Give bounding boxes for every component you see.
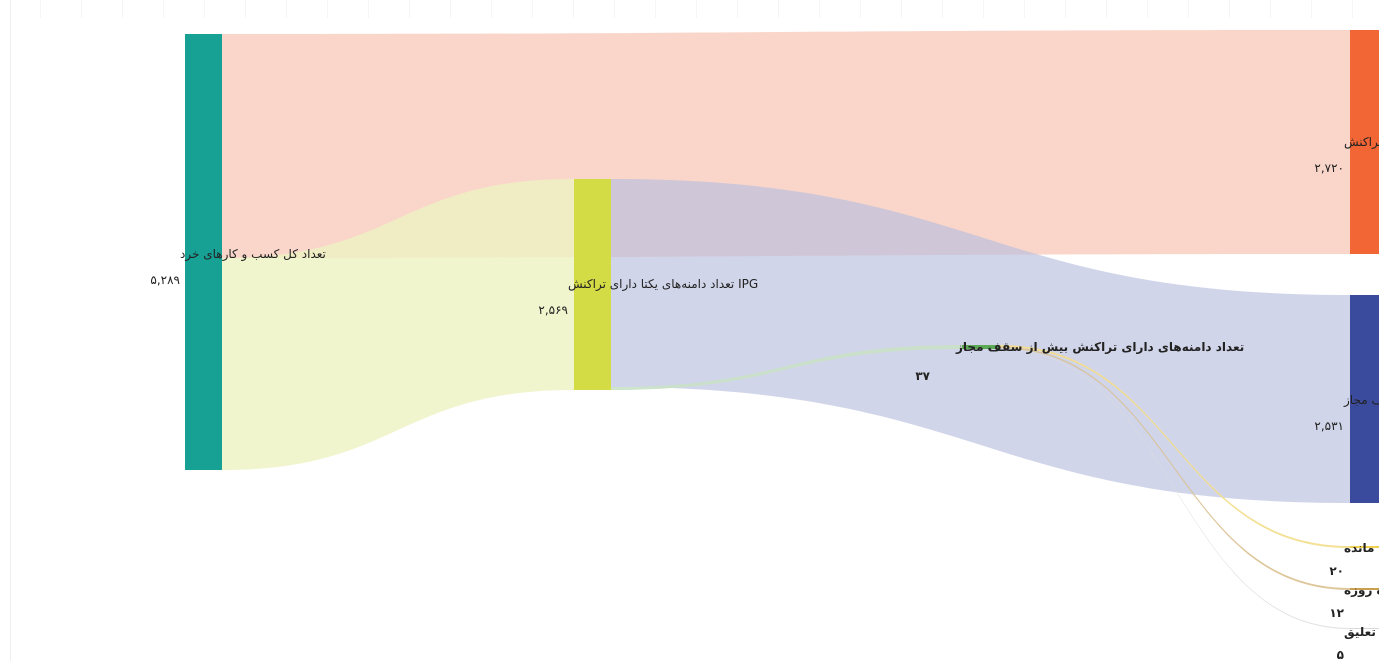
- node-label-over_limit: تعداد دامنه‌های دارای تراکنش بیش از سقف …: [955, 340, 1244, 354]
- node-label-before: دامنه‌های تبدیل شده به اینماد ستاره دار …: [1344, 583, 1379, 598]
- node-label-total: تعداد کل کسب و کارهای خرد: [180, 247, 326, 262]
- link-ipg_with-to-under_limit: [611, 179, 1350, 503]
- node-under_limit: [1350, 295, 1379, 503]
- node-label-ipg_without: IPG تعداد دامنه‌های یکتا بدون تراکنش: [1344, 135, 1379, 150]
- node-value-total: ۵,۲۸۹: [150, 273, 180, 287]
- left-border: [10, 0, 11, 661]
- node-ipg_without: [1350, 30, 1379, 254]
- node-label-after: دامنه‌های تبدیل شده به اینماد ستاره دار …: [1344, 625, 1379, 639]
- link-over_limit-to-before: [999, 347, 1350, 590]
- node-before: [1350, 588, 1379, 590]
- node-value-after: ۵: [1337, 648, 1344, 661]
- node-suspended: [1350, 546, 1379, 548]
- link-ipg_with-to-over_limit: [611, 345, 962, 390]
- node-value-ipg_without: ۲,۷۲۰: [1314, 161, 1344, 175]
- top-border: [0, 0, 1379, 18]
- link-total-to-ipg_with: [222, 179, 574, 470]
- node-label-ipg_with: IPG تعداد دامنه‌های یکتا دارای تراکنش: [568, 277, 758, 292]
- sankey-nodes: [185, 30, 1379, 629]
- node-value-over_limit: ۳۷: [915, 369, 930, 383]
- sankey-links: [222, 30, 1350, 629]
- node-over_limit: [962, 345, 999, 349]
- node-label-suspended: دامنه‌های تعلیق مانده: [1344, 541, 1379, 555]
- link-over_limit-to-after: [999, 348, 1350, 629]
- link-over_limit-to-suspended: [999, 345, 1350, 548]
- node-label-under_limit: تعداد دامنه‌های دارای تراکنش کمتر از سقف…: [1343, 393, 1379, 408]
- node-value-before: ۱۲: [1329, 606, 1344, 620]
- node-total: [185, 34, 222, 470]
- node-value-under_limit: ۲,۵۳۱: [1314, 419, 1344, 433]
- node-ipg_with: [574, 179, 611, 390]
- node-after: [1350, 628, 1379, 629]
- node-value-suspended: ۲۰: [1329, 564, 1344, 578]
- node-value-ipg_with: ۲,۵۶۹: [538, 303, 568, 317]
